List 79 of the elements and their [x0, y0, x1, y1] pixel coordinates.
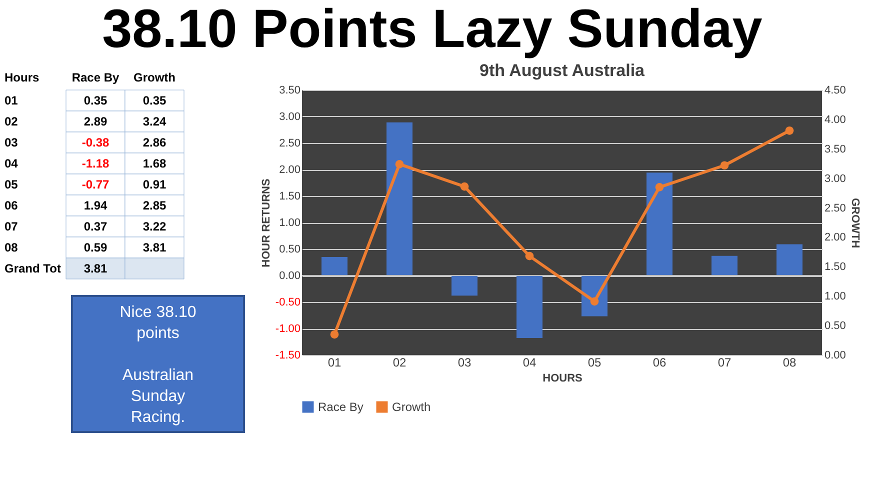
data-label: 0.59 — [84, 240, 108, 254]
data-label: 1.94 — [84, 198, 108, 212]
bar — [386, 122, 412, 276]
x-tick-label: 05 — [588, 356, 602, 370]
bar — [452, 276, 478, 296]
y2-tick-label: 2.50 — [824, 202, 846, 214]
y2-tick-label: 3.00 — [824, 172, 846, 185]
bar — [776, 244, 802, 276]
bar — [322, 256, 348, 276]
data-label: 3.81 — [84, 262, 108, 276]
bar — [646, 172, 672, 276]
y-tick-label: 1.50 — [279, 190, 300, 202]
y-tick-label: 2.50 — [279, 138, 300, 150]
x-tick-label: 02 — [392, 356, 406, 370]
y2-tick-label: 1.50 — [824, 261, 846, 274]
data-label: -0.77 — [82, 178, 110, 192]
y-tick-label: 07 — [4, 220, 18, 234]
data-label: 0.37 — [84, 220, 108, 234]
y-tick-label: 05 — [4, 178, 18, 192]
y-tick-label: 08 — [4, 240, 18, 254]
x-axis-title: HOURS — [542, 372, 582, 384]
y-tick-label: 1.00 — [279, 217, 300, 229]
point — [460, 182, 469, 191]
data-label: 1.68 — [142, 156, 166, 170]
y-tick-label: -1.50 — [275, 350, 300, 362]
x-tick-label: 06 — [652, 356, 666, 370]
text: Nice 38.10 points Australian Sunday Racing. — [120, 304, 196, 426]
y-tick-label: Grand Tot — [4, 262, 61, 276]
y-tick-label: -1.00 — [275, 323, 300, 335]
x-tick-label: 03 — [458, 356, 472, 370]
legend-label: Race By — [318, 400, 364, 414]
data-label: -1.18 — [82, 156, 110, 170]
y2-tick-label: 4.50 — [824, 84, 846, 96]
legend-label: Growth — [392, 400, 431, 414]
y2-axis-title: GROWTH — [848, 198, 861, 248]
y2-tick-label: 1.00 — [824, 290, 846, 303]
y-tick-label: 3.50 — [279, 84, 300, 96]
bar — [516, 276, 542, 338]
y-tick-label: -0.50 — [275, 296, 300, 308]
y2-tick-label: 2.00 — [824, 232, 846, 244]
y-axis-title: HOUR RETURNS — [260, 178, 272, 268]
x-tick-label: 08 — [782, 356, 796, 370]
point — [785, 126, 794, 135]
y2-tick-label: 4.00 — [824, 114, 846, 126]
y-tick-label: 0.50 — [279, 244, 300, 256]
x-tick-label: 04 — [522, 356, 536, 370]
bar — [712, 256, 738, 276]
data-label: 3.81 — [142, 240, 166, 254]
y-tick-label: 2.00 — [279, 164, 300, 176]
data-label: 3.24 — [142, 114, 166, 128]
x-tick-label: 07 — [718, 356, 732, 370]
x-tick-label: 01 — [328, 356, 342, 370]
y2-tick-label: 0.50 — [824, 320, 846, 332]
point — [590, 297, 599, 306]
y-tick-label: 03 — [4, 136, 18, 150]
data-label: 0.35 — [84, 94, 108, 108]
data-label: -0.38 — [82, 136, 110, 150]
y-tick-label: 0.00 — [279, 270, 300, 282]
data-label: 2.85 — [142, 198, 166, 212]
chart-subtitle: 9th August Australia — [480, 61, 646, 80]
data-label: 0.91 — [142, 178, 166, 192]
data-label: 0.35 — [142, 94, 166, 108]
y-tick-label: 02 — [4, 114, 18, 128]
point — [330, 330, 339, 339]
y-tick-label: 3.00 — [279, 111, 300, 123]
point — [655, 182, 664, 192]
y2-tick-label: 0.00 — [824, 350, 846, 362]
y-tick-label: 06 — [4, 198, 18, 212]
chart-title: 38.10 Points Lazy Sunday — [102, 0, 762, 59]
data-label: 3.22 — [142, 220, 166, 234]
data-label: 2.89 — [84, 114, 108, 128]
point — [720, 161, 729, 170]
y-tick-label: 01 — [4, 94, 18, 108]
y2-tick-label: 3.50 — [824, 143, 846, 156]
point — [395, 160, 404, 168]
point — [525, 252, 534, 260]
y-axis-title: Hours — [4, 70, 40, 84]
data-label: 2.86 — [142, 136, 166, 150]
y-tick-label: 04 — [4, 156, 18, 170]
